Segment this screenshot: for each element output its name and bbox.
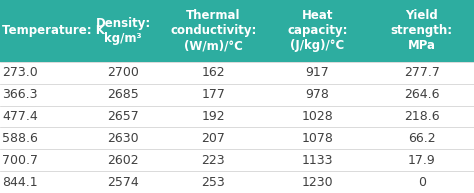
Text: Density:
kg/m³: Density: kg/m³	[96, 17, 151, 45]
Text: 2574: 2574	[108, 176, 139, 189]
Text: Temperature: K: Temperature: K	[2, 24, 105, 37]
Bar	[0, 84, 474, 106]
Text: Heat
capacity:
(J/kg)/°C: Heat capacity: (J/kg)/°C	[287, 9, 348, 52]
Text: 2602: 2602	[108, 154, 139, 167]
Text: 218.6: 218.6	[404, 110, 440, 123]
Text: 277.7: 277.7	[404, 66, 440, 79]
Text: 2630: 2630	[108, 132, 139, 145]
Bar	[0, 62, 474, 84]
Bar	[0, 171, 474, 193]
Text: 177: 177	[201, 88, 225, 101]
Text: 66.2: 66.2	[408, 132, 436, 145]
Text: 192: 192	[201, 110, 225, 123]
Text: 917: 917	[306, 66, 329, 79]
Text: 223: 223	[201, 154, 225, 167]
Text: 978: 978	[306, 88, 329, 101]
Text: 17.9: 17.9	[408, 154, 436, 167]
Text: 1133: 1133	[302, 154, 333, 167]
Text: 477.4: 477.4	[2, 110, 38, 123]
Text: 588.6: 588.6	[2, 132, 38, 145]
Text: 2685: 2685	[108, 88, 139, 101]
Text: 253: 253	[201, 176, 225, 189]
Text: 2700: 2700	[107, 66, 139, 79]
Text: 273.0: 273.0	[2, 66, 38, 79]
Bar	[0, 0, 474, 62]
Text: 1078: 1078	[301, 132, 334, 145]
Text: 700.7: 700.7	[2, 154, 38, 167]
Text: 366.3: 366.3	[2, 88, 38, 101]
Text: 264.6: 264.6	[404, 88, 439, 101]
Text: Yield
strength:
MPa: Yield strength: MPa	[391, 9, 453, 52]
Bar	[0, 127, 474, 149]
Bar	[0, 106, 474, 127]
Text: 1028: 1028	[302, 110, 333, 123]
Bar	[0, 149, 474, 171]
Text: 844.1: 844.1	[2, 176, 38, 189]
Text: 2657: 2657	[108, 110, 139, 123]
Text: 162: 162	[201, 66, 225, 79]
Text: Thermal
conductivity:
(W/m)/°C: Thermal conductivity: (W/m)/°C	[170, 9, 256, 52]
Text: 207: 207	[201, 132, 225, 145]
Text: 1230: 1230	[302, 176, 333, 189]
Text: 0: 0	[418, 176, 426, 189]
